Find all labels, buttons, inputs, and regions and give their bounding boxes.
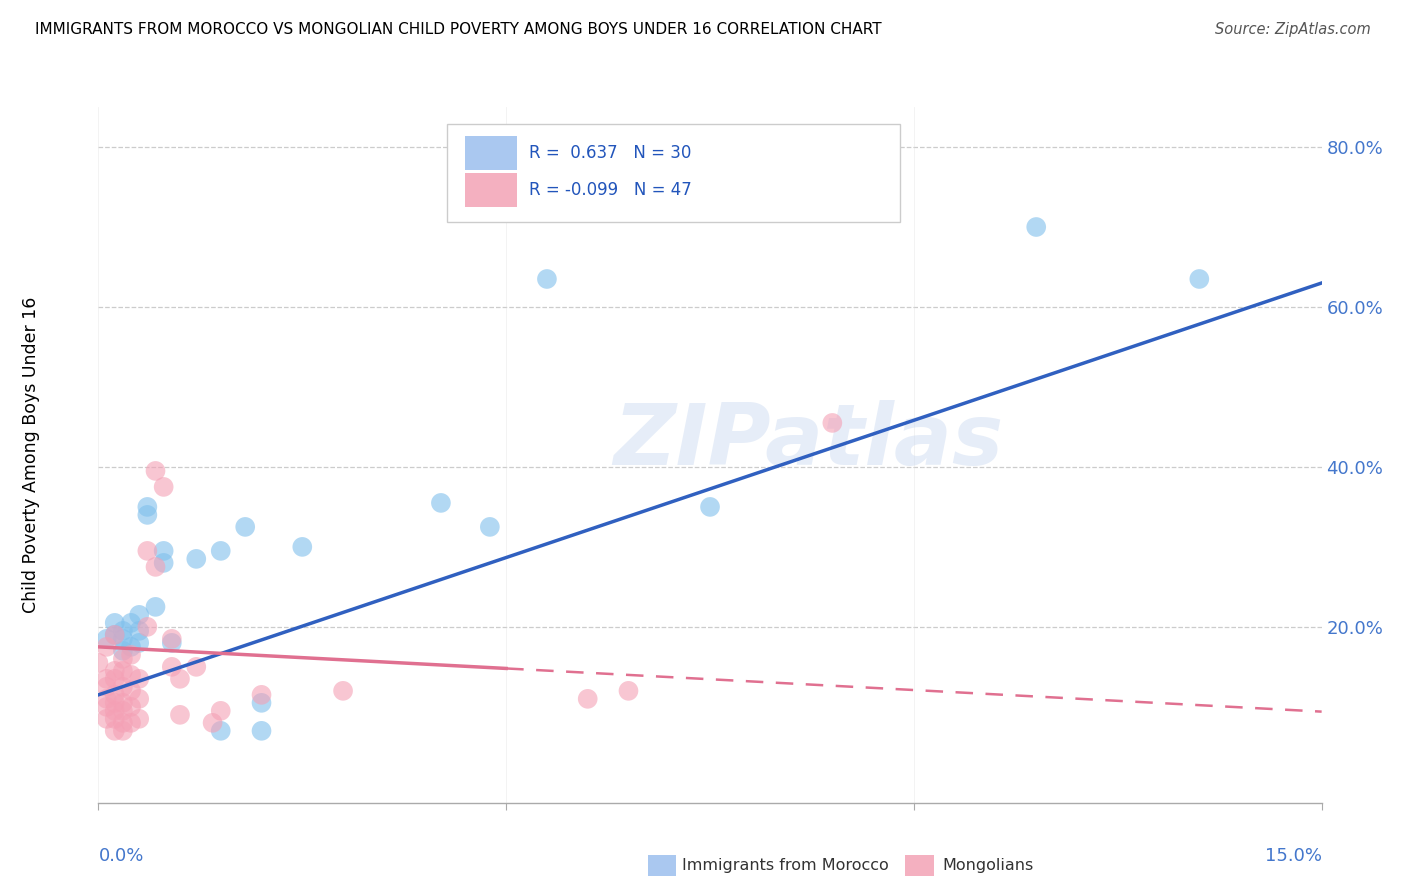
Point [128, 712, 150, 726]
Point [111, 664, 134, 678]
Point [104, 712, 127, 726]
Point [104, 664, 127, 678]
Point [120, 699, 142, 714]
Point [96, 640, 118, 654]
Point [111, 704, 134, 718]
Point [104, 696, 127, 710]
Point [233, 520, 256, 534]
Point [96, 712, 118, 726]
Point [186, 660, 208, 674]
Point [136, 620, 159, 634]
Point [111, 723, 134, 738]
Point [120, 715, 142, 730]
Text: Source: ZipAtlas.com: Source: ZipAtlas.com [1215, 22, 1371, 37]
Point [209, 723, 232, 738]
Point [152, 556, 174, 570]
Point [160, 636, 183, 650]
Point [209, 544, 232, 558]
Point [111, 644, 134, 658]
Point [186, 552, 208, 566]
Point [536, 272, 558, 286]
Point [576, 691, 599, 706]
Point [128, 636, 150, 650]
Point [160, 660, 183, 674]
Point [120, 648, 142, 662]
Point [250, 696, 273, 710]
Point [111, 696, 134, 710]
FancyBboxPatch shape [465, 173, 517, 207]
Point [128, 607, 150, 622]
Point [169, 707, 191, 722]
Text: Mongolians: Mongolians [942, 858, 1033, 872]
Point [111, 715, 134, 730]
Point [699, 500, 721, 514]
Point [111, 652, 134, 666]
Point [1188, 272, 1211, 286]
Text: R =  0.637   N = 30: R = 0.637 N = 30 [529, 144, 692, 161]
Text: ZIPatlas: ZIPatlas [613, 400, 1002, 483]
Point [250, 688, 273, 702]
Point [821, 416, 844, 430]
Point [96, 699, 118, 714]
Point [136, 544, 159, 558]
Point [128, 672, 150, 686]
Point [152, 480, 174, 494]
Point [87, 656, 110, 670]
Point [617, 683, 640, 698]
Point [120, 668, 142, 682]
Point [145, 560, 167, 574]
Point [96, 680, 118, 694]
Point [128, 691, 150, 706]
FancyBboxPatch shape [465, 136, 517, 169]
Point [145, 464, 167, 478]
Point [209, 704, 232, 718]
Point [128, 624, 150, 638]
Point [1025, 219, 1047, 234]
FancyBboxPatch shape [905, 855, 934, 876]
Point [104, 723, 127, 738]
Point [291, 540, 314, 554]
Point [136, 508, 159, 522]
Point [332, 683, 354, 698]
Point [120, 640, 142, 654]
Point [96, 632, 118, 646]
Point [104, 628, 127, 642]
Point [104, 672, 127, 686]
Point [145, 599, 167, 614]
Point [111, 632, 134, 646]
Point [201, 715, 224, 730]
Text: 15.0%: 15.0% [1264, 847, 1322, 864]
Text: 0.0%: 0.0% [98, 847, 143, 864]
Point [104, 688, 127, 702]
Point [250, 723, 273, 738]
Point [104, 615, 127, 630]
Point [152, 544, 174, 558]
Text: Child Poverty Among Boys Under 16: Child Poverty Among Boys Under 16 [22, 297, 41, 613]
Point [104, 628, 127, 642]
Point [478, 520, 501, 534]
Point [160, 632, 183, 646]
Point [120, 683, 142, 698]
Point [111, 680, 134, 694]
Point [430, 496, 453, 510]
Text: Immigrants from Morocco: Immigrants from Morocco [682, 858, 889, 872]
Point [96, 691, 118, 706]
Point [96, 672, 118, 686]
FancyBboxPatch shape [648, 855, 676, 876]
Point [111, 624, 134, 638]
Point [169, 672, 191, 686]
Point [104, 704, 127, 718]
Point [136, 500, 159, 514]
Text: IMMIGRANTS FROM MOROCCO VS MONGOLIAN CHILD POVERTY AMONG BOYS UNDER 16 CORRELATI: IMMIGRANTS FROM MOROCCO VS MONGOLIAN CHI… [35, 22, 882, 37]
Point [120, 615, 142, 630]
Text: R = -0.099   N = 47: R = -0.099 N = 47 [529, 181, 692, 199]
FancyBboxPatch shape [447, 124, 900, 222]
